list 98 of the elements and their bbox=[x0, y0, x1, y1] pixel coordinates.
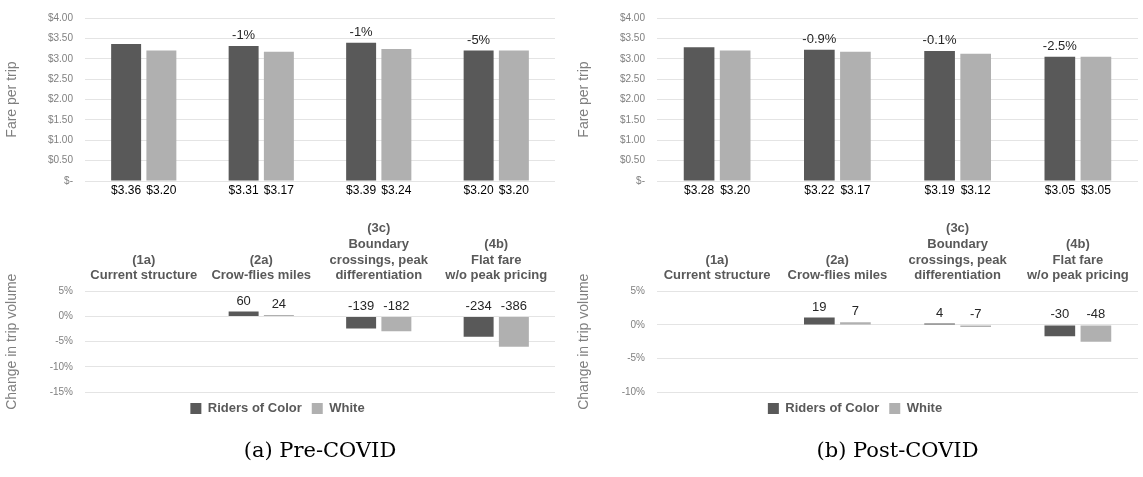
bar bbox=[719, 50, 751, 181]
y-tick-label: 0% bbox=[630, 318, 646, 330]
y-tick-label: 5% bbox=[630, 285, 646, 297]
annotation: -386 bbox=[500, 297, 527, 313]
annotation: -234 bbox=[465, 297, 492, 313]
bar bbox=[111, 44, 142, 181]
annotation: -1% bbox=[232, 27, 256, 43]
y-tick-label: -10% bbox=[49, 360, 74, 372]
y-tick-label: $1.00 bbox=[47, 134, 74, 145]
data-label: $3.20 bbox=[498, 183, 530, 198]
annotation: 19 bbox=[812, 298, 827, 314]
y-tick-label: $- bbox=[64, 174, 73, 186]
annotation: -139 bbox=[348, 297, 375, 313]
annotation: -5% bbox=[467, 31, 491, 47]
annotation: -0.1% bbox=[922, 32, 957, 48]
x-tick-label: (1a) Current structure bbox=[663, 251, 771, 283]
bar bbox=[960, 53, 991, 181]
x-tick-label: (3c) Boundary crossings, peak differentiation bbox=[908, 220, 1008, 283]
data-label: $3.28 bbox=[684, 183, 715, 198]
y-axis-title: Fare per trip bbox=[3, 61, 20, 138]
data-label: $3.17 bbox=[263, 183, 295, 198]
y-axis-title: Change in trip volume bbox=[3, 273, 20, 410]
bar bbox=[840, 322, 871, 325]
annotation: -1% bbox=[349, 23, 374, 39]
bar bbox=[263, 51, 294, 181]
y-tick-label: -10% bbox=[621, 385, 646, 397]
y-tick-label: $2.00 bbox=[47, 93, 74, 105]
data-label: $3.19 bbox=[924, 183, 955, 198]
bar bbox=[498, 50, 529, 181]
data-label: $3.17 bbox=[840, 183, 871, 198]
annotation: 4 bbox=[935, 304, 944, 320]
bar bbox=[228, 46, 259, 181]
annotation: 7 bbox=[851, 303, 860, 319]
bar bbox=[463, 50, 494, 181]
bar bbox=[924, 51, 955, 181]
data-label: $3.12 bbox=[960, 183, 991, 198]
annotation: -7 bbox=[969, 306, 982, 322]
y-tick-label: $4.00 bbox=[47, 11, 74, 23]
y-tick-label: -5% bbox=[55, 335, 74, 347]
y-tick-label: -5% bbox=[627, 352, 646, 364]
annotation: -30 bbox=[1050, 306, 1070, 322]
text: (b) Post-COVID bbox=[815, 438, 980, 462]
y-tick-label: $1.50 bbox=[47, 113, 74, 125]
bar bbox=[146, 50, 177, 181]
annotation: -48 bbox=[1086, 306, 1106, 322]
data-label: $3.20 bbox=[146, 183, 177, 198]
annotation: -182 bbox=[383, 297, 410, 313]
legend-label: Riders of Color bbox=[207, 400, 302, 416]
y-tick-label: $3.00 bbox=[47, 52, 74, 64]
bar bbox=[683, 47, 715, 181]
y-tick-label: $2.00 bbox=[619, 93, 646, 105]
x-tick-label: (4b) Flat fare w/o peak pricing bbox=[1025, 235, 1129, 283]
x-tick-label: (2a) Crow-flies miles bbox=[211, 251, 312, 283]
data-label: $3.20 bbox=[720, 183, 751, 198]
annotation: -0.9% bbox=[802, 30, 837, 46]
annotation: 24 bbox=[271, 296, 287, 312]
y-axis-title: Fare per trip bbox=[575, 61, 592, 138]
text: (a) Pre-COVID bbox=[242, 438, 398, 462]
y-tick-label: $3.50 bbox=[619, 32, 646, 44]
bar bbox=[1044, 325, 1076, 337]
y-tick-label: $0.50 bbox=[619, 154, 646, 166]
bar bbox=[1080, 325, 1112, 342]
bar bbox=[1044, 56, 1076, 181]
y-tick-label: $3.50 bbox=[47, 32, 74, 44]
y-tick-label: $- bbox=[636, 174, 645, 186]
bar bbox=[1080, 56, 1112, 181]
annotation: -2.5% bbox=[1042, 37, 1078, 53]
data-label: $3.24 bbox=[381, 183, 412, 198]
data-label: $3.39 bbox=[346, 183, 377, 198]
data-label: $3.20 bbox=[463, 183, 494, 198]
bar bbox=[804, 49, 835, 181]
data-label: $3.22 bbox=[804, 183, 835, 198]
legend-label: White bbox=[329, 400, 365, 416]
y-tick-label: 0% bbox=[58, 310, 74, 322]
data-label: $3.05 bbox=[1044, 183, 1076, 198]
y-tick-label: $1.00 bbox=[619, 134, 646, 145]
legend-label: White bbox=[906, 400, 943, 416]
data-label: $3.36 bbox=[111, 183, 142, 198]
legend-label: Riders of Color bbox=[785, 400, 880, 416]
bar bbox=[840, 51, 871, 181]
data-label: $3.31 bbox=[228, 183, 259, 198]
y-tick-label: $1.50 bbox=[619, 113, 646, 125]
bar bbox=[346, 42, 377, 181]
y-tick-label: $0.50 bbox=[47, 154, 74, 166]
x-tick-label: (4b) Flat fare w/o peak pricing bbox=[444, 235, 548, 283]
y-tick-label: 5% bbox=[58, 285, 74, 297]
data-label: $3.05 bbox=[1080, 183, 1112, 198]
y-tick-label: $2.50 bbox=[47, 72, 74, 84]
x-tick-label: (1a) Current structure bbox=[90, 251, 198, 283]
y-tick-label: $4.00 bbox=[619, 11, 646, 23]
annotation: 60 bbox=[236, 292, 251, 308]
y-tick-label: -15% bbox=[49, 385, 74, 397]
y-tick-label: $3.00 bbox=[619, 52, 646, 64]
y-tick-label: $2.50 bbox=[619, 72, 646, 84]
bar bbox=[381, 48, 412, 181]
y-axis-title: Change in trip volume bbox=[575, 273, 592, 410]
x-tick-label: (3c) Boundary crossings, peak differentiation bbox=[329, 220, 429, 283]
x-tick-label: (2a) Crow-flies miles bbox=[787, 251, 888, 283]
